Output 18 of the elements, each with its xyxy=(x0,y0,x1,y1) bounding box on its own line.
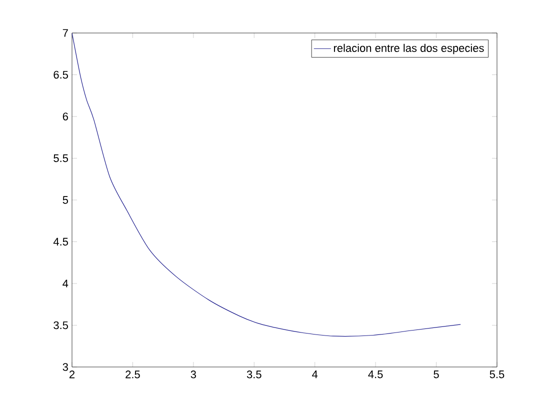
x-tick-label: 5 xyxy=(434,370,439,378)
x-tick-label: 4 xyxy=(312,370,318,378)
y-tick-label: 4 xyxy=(62,280,68,288)
x-tick-label: 2.5 xyxy=(126,370,140,378)
x-tick-label: 2 xyxy=(69,370,75,378)
y-tick-label: 6 xyxy=(62,112,68,120)
x-tick-label: 4.5 xyxy=(368,370,383,378)
y-tick-label: 3 xyxy=(62,363,68,371)
y-tick-label: 6.5 xyxy=(54,70,68,79)
x-tick-label: 5.5 xyxy=(490,370,504,378)
y-tick-label: 5 xyxy=(62,196,68,204)
y-tick-label: 7 xyxy=(62,29,68,37)
y-tick-label: 3.5 xyxy=(54,321,68,330)
y-tick-label: 4.5 xyxy=(53,238,68,246)
x-tick-label: 3 xyxy=(190,370,196,378)
y-tick-label: 5.5 xyxy=(54,154,68,162)
x-tick-label: 3.5 xyxy=(246,370,262,378)
legend-label: relacion entre las dos especies xyxy=(334,44,484,54)
